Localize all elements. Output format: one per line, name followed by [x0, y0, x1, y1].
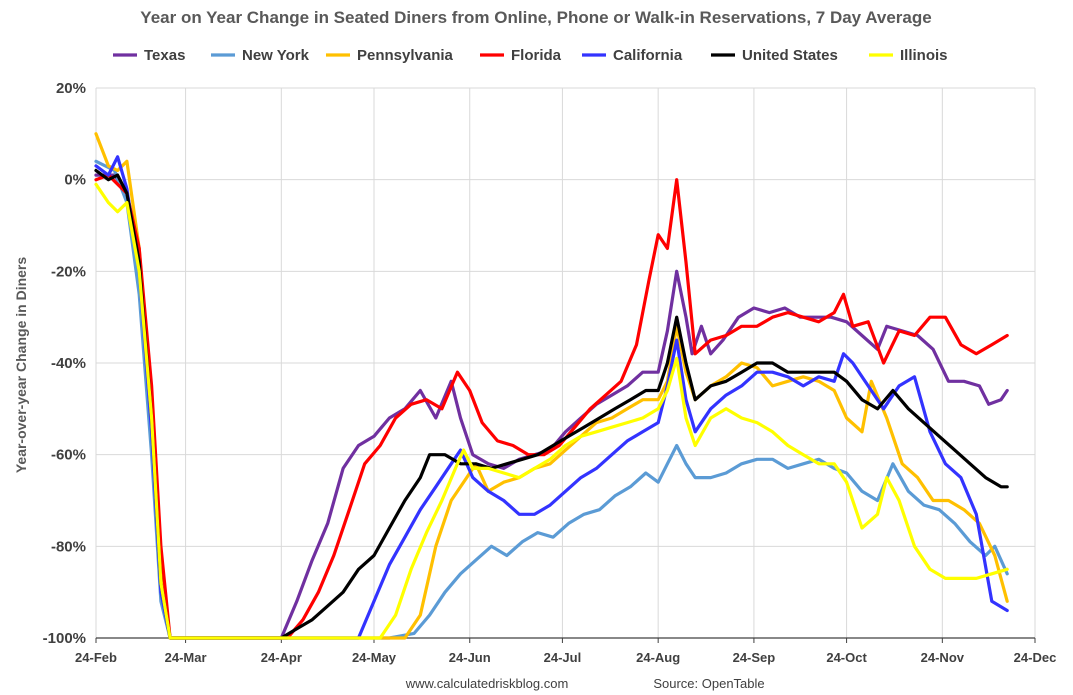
chart-title: Year on Year Change in Seated Diners fro…	[140, 8, 931, 27]
y-tick-label: 0%	[64, 172, 86, 189]
x-tick-label: 24-Mar	[165, 650, 207, 665]
legend-label: California	[613, 47, 683, 64]
legend-label: United States	[742, 47, 838, 64]
legend-item: Texas	[113, 47, 185, 64]
y-tick-label: -80%	[51, 538, 86, 555]
x-tick-label: 24-Dec	[1014, 650, 1057, 665]
legend-item: United States	[711, 47, 838, 64]
x-tick-label: 24-Feb	[75, 650, 117, 665]
y-axis-label: Year-over-year Change in Diners	[13, 257, 29, 474]
y-tick-label: -40%	[51, 355, 86, 372]
legend-item: Florida	[480, 47, 562, 64]
legend: Texas New York Pennsylvania Florida Californ…	[113, 47, 948, 64]
x-tick-label: 24-Nov	[921, 650, 965, 665]
series-lines	[94, 132, 1009, 640]
footer-source: Source: OpenTable	[653, 676, 764, 691]
y-tick-label: -100%	[43, 630, 86, 647]
legend-item: Illinois	[869, 47, 948, 64]
gridlines	[95, 87, 1036, 638]
x-tick-label: 24-Jul	[544, 650, 582, 665]
x-axis-ticks: 24-Feb 24-Mar 24-Apr 24-May 24-Jun 24-Jul 24-A…	[75, 638, 1056, 665]
legend-label: Florida	[511, 47, 562, 64]
x-tick-label: 24-Jun	[449, 650, 491, 665]
y-tick-label: 20%	[56, 80, 86, 97]
footer-website: www.calculatedriskblog.com	[405, 676, 569, 691]
x-tick-label: 24-Aug	[636, 650, 680, 665]
x-tick-label: 24-Apr	[261, 650, 302, 665]
series-line-united-states	[94, 168, 1009, 640]
legend-label: Pennsylvania	[357, 47, 454, 64]
legend-item: California	[582, 47, 683, 64]
y-axis-ticks: 20% 0% -20% -40% -60% -80% -100%	[43, 80, 86, 647]
y-tick-label: -60%	[51, 447, 86, 464]
legend-label: New York	[242, 47, 310, 64]
legend-label: Illinois	[900, 47, 948, 64]
series-line-new-york	[94, 159, 1009, 640]
series-line-florida	[94, 173, 1009, 640]
series-line-illinois	[94, 182, 1009, 640]
legend-item: New York	[211, 47, 310, 64]
x-tick-label: 24-May	[352, 650, 397, 665]
x-tick-label: 24-Oct	[826, 650, 867, 665]
legend-label: Texas	[144, 47, 185, 64]
series-line-texas	[94, 173, 1009, 640]
x-tick-label: 24-Sep	[733, 650, 776, 665]
legend-item: Pennsylvania	[326, 47, 454, 64]
series-line-california	[94, 155, 1009, 640]
y-tick-label: -20%	[51, 263, 86, 280]
